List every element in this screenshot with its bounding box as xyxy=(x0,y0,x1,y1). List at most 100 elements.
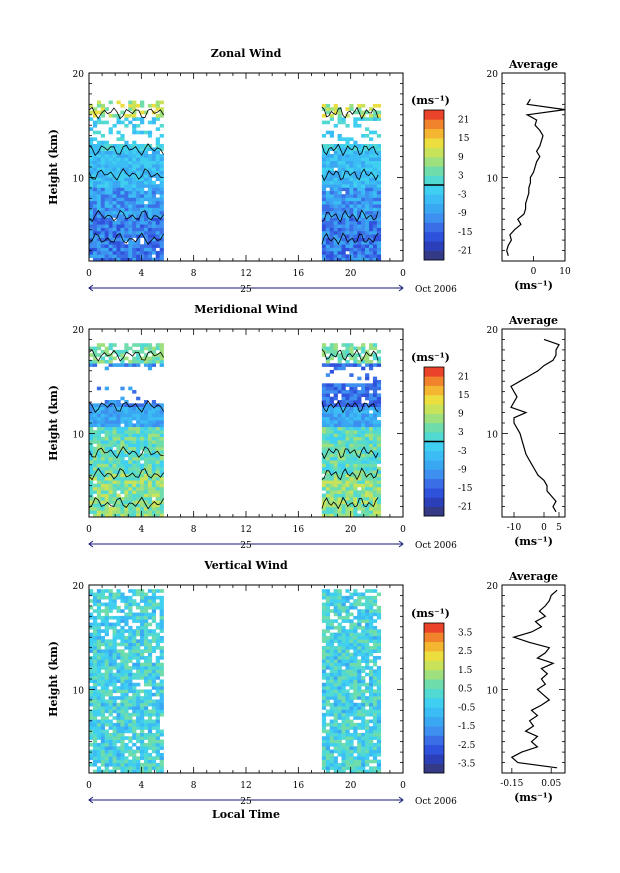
heat-cell xyxy=(155,639,160,643)
heat-cell xyxy=(140,117,145,121)
heat-cell xyxy=(365,493,370,498)
heat-cell xyxy=(108,649,113,653)
heat-cell xyxy=(143,513,149,518)
heat-cell xyxy=(325,110,331,115)
colorbar-tick-label: 15 xyxy=(458,134,470,144)
heat-cell xyxy=(329,346,334,351)
heat-cell xyxy=(120,666,125,670)
heat-cell xyxy=(92,197,98,202)
heat-cell xyxy=(116,443,121,448)
heat-cell xyxy=(104,460,109,464)
heat-cell xyxy=(372,609,378,613)
heat-cell xyxy=(376,400,382,404)
heat-cell xyxy=(89,742,94,747)
heat-cell xyxy=(116,642,121,647)
y-tick-label: 10 xyxy=(73,686,85,696)
heat-cell xyxy=(325,742,331,747)
heat-cell xyxy=(345,440,350,444)
heat-cell xyxy=(159,672,164,677)
heat-cell xyxy=(104,503,109,508)
heat-cell xyxy=(92,649,98,653)
heat-cell xyxy=(325,373,331,377)
heat-cell xyxy=(349,224,354,228)
heat-cell xyxy=(329,706,334,710)
heat-cell xyxy=(341,237,346,242)
heat-cell xyxy=(96,629,102,633)
heat-cell xyxy=(112,649,117,653)
heat-cell xyxy=(100,257,105,262)
heat-cell xyxy=(349,453,354,458)
heat-cell xyxy=(108,592,113,597)
heat-cell xyxy=(159,244,164,248)
heat-cell xyxy=(372,712,378,717)
heat-cell xyxy=(337,363,342,367)
heat-cell xyxy=(349,174,354,178)
heat-cell xyxy=(341,200,346,205)
heat-cell xyxy=(341,214,346,218)
heat-cell xyxy=(124,343,129,347)
contour-line xyxy=(88,209,164,223)
heat-cell xyxy=(104,602,109,607)
heat-cell xyxy=(325,433,331,438)
heat-cell xyxy=(361,646,366,650)
heat-cell xyxy=(92,167,98,172)
heat-cell xyxy=(329,244,334,248)
heat-cell xyxy=(120,436,125,441)
heat-cell xyxy=(345,137,350,141)
heat-cell xyxy=(353,625,358,630)
heat-cell xyxy=(116,204,121,208)
heat-cell xyxy=(353,346,358,351)
colorbar-swatch xyxy=(424,669,444,680)
heat-cell xyxy=(159,766,164,770)
heat-cell xyxy=(341,423,346,428)
heat-cell xyxy=(155,147,160,151)
heat-cell xyxy=(321,749,327,754)
heat-cell xyxy=(116,759,121,764)
heat-cell xyxy=(376,157,382,162)
heat-cell xyxy=(92,712,98,717)
heat-cell xyxy=(132,110,137,115)
heat-cell xyxy=(112,210,117,215)
heat-cell xyxy=(104,746,109,750)
heat-cell xyxy=(349,500,354,504)
heat-cell xyxy=(116,363,121,367)
heat-cell xyxy=(104,642,109,647)
heat-cell xyxy=(321,629,327,633)
heat-cell xyxy=(329,709,334,714)
heat-cell xyxy=(333,123,338,128)
heat-cell xyxy=(120,466,125,471)
heat-cell xyxy=(89,722,94,727)
heat-cell xyxy=(100,496,105,501)
heat-cell xyxy=(100,207,105,212)
heat-cell xyxy=(132,712,137,717)
heat-cell xyxy=(353,154,358,158)
heat-cell xyxy=(151,117,157,121)
heat-cell xyxy=(361,157,366,162)
heat-cell xyxy=(132,157,137,162)
heat-cell xyxy=(100,250,105,255)
heat-cell xyxy=(329,363,334,367)
heat-cell xyxy=(159,732,164,737)
heat-cell xyxy=(108,506,113,511)
heat-cell xyxy=(100,403,105,407)
heat-cell xyxy=(155,103,160,108)
heat-cell xyxy=(124,619,129,623)
heat-cell xyxy=(132,140,137,145)
heat-cell xyxy=(372,632,378,637)
heat-cell xyxy=(140,486,145,491)
heat-cell xyxy=(104,646,109,650)
heat-cell xyxy=(357,722,362,727)
heat-cell xyxy=(147,503,153,508)
heat-cell xyxy=(116,619,121,623)
heat-cell xyxy=(112,343,117,347)
heat-cell xyxy=(92,247,98,252)
heat-cell xyxy=(155,423,160,428)
heat-cell xyxy=(325,440,331,444)
heat-cell xyxy=(349,639,354,643)
heat-cell xyxy=(357,433,362,438)
heat-cell xyxy=(361,220,366,225)
heat-cell xyxy=(325,450,331,454)
heat-cell xyxy=(325,503,331,508)
heat-cell xyxy=(376,167,382,172)
heat-cell xyxy=(100,426,105,431)
